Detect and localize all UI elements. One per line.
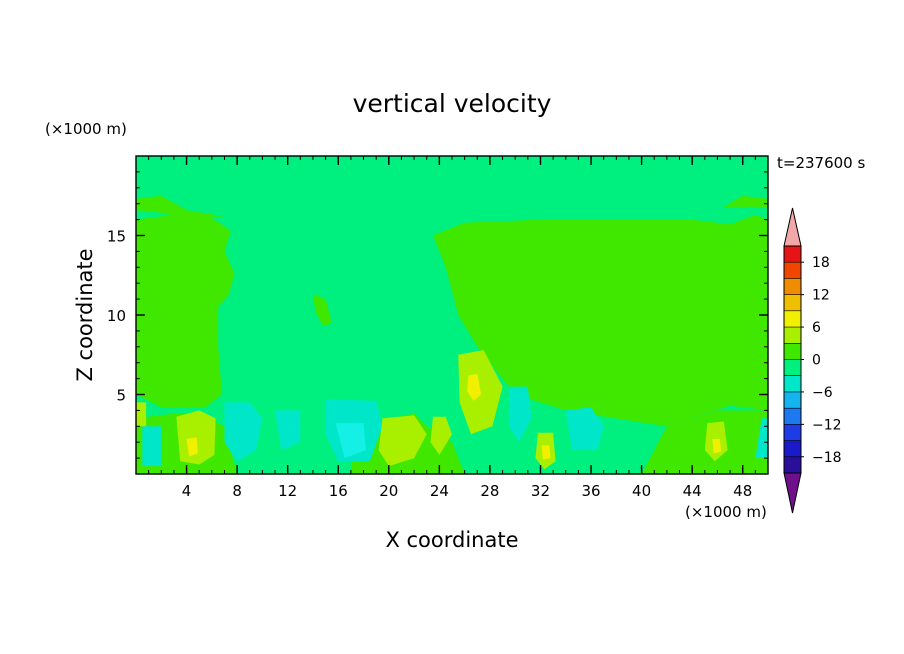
- x-tick-label: 32: [531, 482, 550, 500]
- y-unit-label: (×1000 m): [45, 120, 127, 138]
- contour-region-24: [186, 437, 198, 457]
- colorbar-band: [784, 246, 801, 263]
- contour-region-7: [641, 410, 768, 474]
- colorbar-band: [784, 391, 801, 409]
- x-tick-label: 8: [232, 482, 242, 500]
- colorbar-band: [784, 262, 801, 279]
- contour-region-9: [275, 410, 301, 451]
- colorbar-tick-label: −18: [812, 450, 842, 466]
- x-tick-label: 44: [683, 482, 702, 500]
- x-tick-label: 28: [480, 482, 499, 500]
- colorbar-band: [784, 375, 801, 392]
- y-axis-label: Z coordinate: [73, 248, 97, 381]
- colorbar-band: [784, 327, 801, 344]
- contour-region-0: [136, 214, 235, 408]
- contour-region-1: [433, 214, 768, 427]
- colorbar-band: [784, 408, 801, 425]
- chart-title: vertical velocity: [353, 89, 552, 118]
- contour-region-23: [467, 373, 482, 401]
- x-tick-label: 40: [632, 482, 651, 500]
- contour-region-14: [755, 418, 768, 459]
- contour-region-12: [565, 407, 604, 451]
- contour-region-11: [508, 386, 532, 443]
- contour-region-25: [541, 445, 551, 460]
- colorbar-tick-label: 12: [812, 288, 830, 304]
- x-unit-label: (×1000 m): [685, 503, 767, 521]
- x-tick-label: 4: [182, 482, 192, 500]
- x-tick-label: 48: [733, 482, 752, 500]
- x-tick-label: 36: [581, 482, 600, 500]
- colorbar-tick-label: 0: [812, 353, 821, 369]
- time-label: t=237600 s: [777, 154, 865, 172]
- contour-region-13: [142, 426, 162, 467]
- x-tick-label: 12: [278, 482, 297, 500]
- x-axis-label: X coordinate: [385, 528, 518, 552]
- colorbar-tick-label: −12: [812, 417, 842, 433]
- contour-region-22: [136, 402, 147, 427]
- contour-regions: [136, 195, 768, 474]
- x-axis-ticks: 4 8 12 16 20 24 28 32 36 40 44 48: [182, 156, 752, 500]
- contour-region-18: [378, 415, 427, 467]
- colorbar-tick-label: −6: [812, 385, 833, 401]
- y-tick-label: 15: [107, 228, 126, 246]
- colorbar-band: [784, 310, 801, 328]
- contour-region-8: [224, 402, 263, 462]
- colorbar-arrow-bottom: [783, 472, 802, 514]
- colorbar-band: [784, 456, 801, 473]
- y-tick-label: 10: [107, 307, 126, 325]
- y-tick-label: 5: [116, 387, 126, 405]
- x-tick-label: 24: [430, 482, 449, 500]
- x-tick-label: 20: [379, 482, 398, 500]
- colorbar-band: [784, 424, 801, 441]
- colorbar-band: [784, 294, 801, 311]
- y-axis-ticks: 5 10 15: [107, 228, 768, 405]
- colorbar-tick-label: 6: [812, 320, 821, 336]
- contour-region-16: [176, 410, 216, 465]
- colorbar-band: [784, 278, 801, 295]
- contour-region-15: [335, 423, 366, 459]
- contour-region-26: [712, 439, 722, 454]
- colorbar-tick-label: 18: [812, 255, 830, 271]
- contour-region-4: [313, 294, 332, 327]
- colorbar-arrow-top: [783, 207, 802, 247]
- contour-region-2: [136, 195, 225, 218]
- x-tick-label: 16: [329, 482, 348, 500]
- colorbar-band: [784, 440, 801, 457]
- contour-region-19: [430, 416, 452, 455]
- colorbar-band: [784, 359, 801, 376]
- colorbar: 18 12 6 0 −6 −12 −18: [783, 207, 842, 514]
- contour-region-3: [723, 195, 768, 207]
- colorbar-band: [784, 343, 801, 360]
